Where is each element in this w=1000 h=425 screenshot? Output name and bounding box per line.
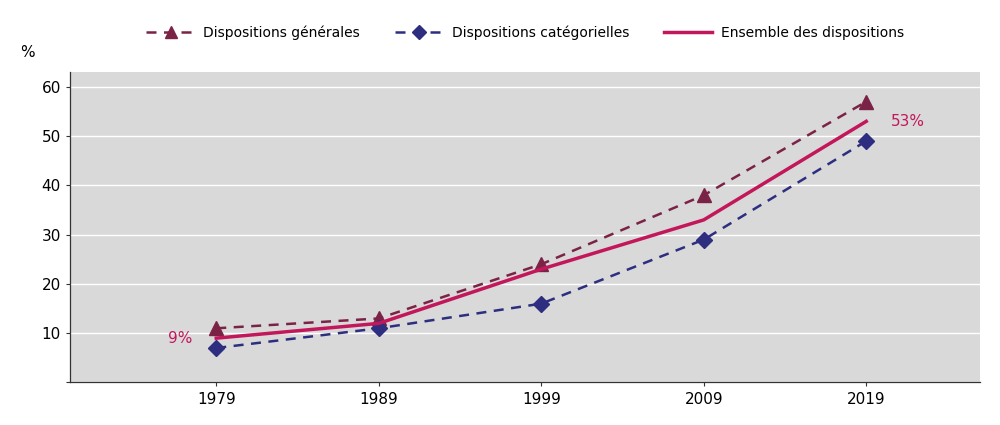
Text: %: % [20,45,35,60]
Text: 53%: 53% [891,114,925,129]
Legend: Dispositions générales, Dispositions catégorielles, Ensemble des dispositions: Dispositions générales, Dispositions cat… [141,20,909,45]
Text: 9%: 9% [168,331,192,346]
